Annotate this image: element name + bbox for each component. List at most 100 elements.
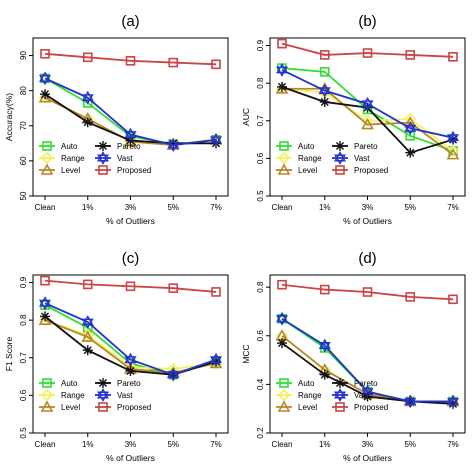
data-point: [404, 394, 417, 409]
series-vast: [275, 311, 460, 409]
legend-item: Pareto: [95, 378, 141, 388]
legend-swatch-marker: [98, 402, 108, 412]
data-point-shape: [168, 57, 179, 68]
legend-swatch-marker-stroke: [98, 141, 108, 151]
legend-item: Vast: [95, 151, 133, 165]
y-axis-label: MCC: [241, 344, 251, 363]
data-point-tri-down: [38, 299, 52, 311]
legend-swatch-marker: [333, 388, 347, 402]
legend: Auto Pareto Range Vast Level Proposed: [276, 141, 388, 175]
x-tick-label: 1%: [82, 440, 94, 449]
y-tick-label: 0.9: [256, 39, 265, 51]
legend-swatch-marker-tri-down: [96, 391, 110, 402]
data-point-tri-up: [404, 121, 417, 132]
legend-label: Vast: [354, 391, 370, 400]
legend-swatch-marker-shape: [335, 402, 345, 412]
data-point: [209, 352, 223, 367]
data-point: [277, 338, 287, 349]
y-tick-label: 0.5: [256, 190, 265, 202]
x-axis-label: % of Outliers: [343, 453, 392, 463]
y-tick-label: 0.6: [256, 152, 265, 164]
legend-swatch-marker-tri-up: [333, 388, 347, 399]
legend-swatch-marker-tri-up: [96, 151, 110, 162]
x-tick-label: 3%: [125, 440, 137, 449]
legend-swatch-marker: [277, 388, 291, 402]
data-point-shape: [277, 38, 287, 49]
y-tick-label: 80: [19, 86, 28, 95]
legend-item: Vast: [95, 388, 133, 402]
data-point: [38, 296, 52, 311]
chart-panel: (a) 50 60 70 80 90 Clean 1% 3% 5% 7% % of Outliers A…: [4, 13, 229, 226]
legend-label: Proposed: [117, 166, 151, 175]
data-point-shape: [361, 114, 374, 127]
data-point: [125, 365, 136, 376]
legend-item: Range: [276, 388, 322, 402]
legend-swatch-marker-stroke: [335, 378, 345, 388]
series-pareto: [40, 311, 221, 380]
legend-swatch-marker-shape: [277, 163, 291, 175]
data-point-shape: [82, 279, 93, 290]
series-proposed: [277, 38, 458, 62]
legend-label: Auto: [61, 379, 78, 388]
legend-item: Proposed: [332, 165, 388, 175]
data-point: [319, 284, 330, 295]
chart-panel: (c) 0.5 0.6 0.7 0.8 0.9 Clean 1% 3% 5% 7% % of Outl…: [4, 250, 229, 463]
legend-label: Pareto: [117, 142, 141, 151]
data-point: [446, 394, 460, 409]
x-tick-label: Clean: [272, 440, 293, 449]
y-tick-label: 0.7: [256, 115, 265, 127]
legend-label: Pareto: [354, 379, 378, 388]
data-point-stroke: [83, 118, 92, 127]
legend-label: Vast: [354, 154, 370, 163]
legend-label: Level: [61, 403, 80, 412]
legend-swatch-marker: [40, 388, 54, 402]
legend-swatch-marker: [333, 151, 347, 165]
data-point-tri-down: [361, 388, 374, 399]
data-point: [124, 127, 137, 142]
data-point: [167, 367, 180, 382]
data-point: [277, 279, 287, 290]
data-point-tri-up: [81, 315, 94, 326]
data-point-tri-up: [38, 296, 52, 307]
y-tick-label: 70: [19, 121, 28, 130]
chart-panel: (d) 0.2 0.4 0.6 0.8 Clean 1% 3% 5% 7% % of Outlier…: [241, 250, 466, 463]
data-point: [211, 287, 221, 297]
data-point: [319, 67, 330, 77]
legend-swatch-marker: [279, 378, 289, 388]
legend-swatch-marker: [40, 400, 54, 412]
x-axis-label: % of Outliers: [106, 216, 155, 226]
data-point-shape: [362, 48, 373, 58]
y-tick-label: 0.6: [256, 330, 265, 342]
data-point-tri-down: [209, 136, 223, 147]
data-point-tri-down: [404, 397, 417, 409]
legend-item: Proposed: [95, 402, 151, 412]
data-point-stroke: [40, 90, 50, 99]
legend-item: Proposed: [95, 165, 151, 175]
data-point: [448, 294, 458, 305]
x-tick-label: 5%: [167, 203, 179, 212]
legend-label: Vast: [117, 154, 133, 163]
data-point-shape: [319, 284, 330, 295]
data-point-stroke: [126, 366, 135, 375]
data-point: [167, 138, 180, 152]
x-tick-label: 3%: [362, 440, 374, 449]
data-point: [448, 52, 458, 62]
x-axis-label: % of Outliers: [106, 453, 155, 463]
legend: Auto Pareto Range Vast Level Proposed: [276, 378, 388, 412]
legend-label: Level: [61, 166, 80, 175]
legend-label: Vast: [117, 391, 133, 400]
data-point-shape: [81, 330, 95, 342]
data-point: [209, 132, 223, 147]
y-tick-label: 0.8: [256, 77, 265, 89]
data-point-tri-up: [167, 138, 180, 149]
series-line: [281, 69, 454, 139]
x-tick-label: 7%: [210, 440, 222, 449]
data-point: [405, 147, 416, 158]
series-line: [281, 42, 454, 58]
data-point-tri-down: [81, 318, 94, 329]
data-point: [40, 48, 50, 59]
data-point: [168, 57, 179, 68]
panel-title: (d): [358, 250, 376, 267]
data-point-tri-down: [318, 342, 331, 353]
data-point-shape: [125, 56, 136, 66]
